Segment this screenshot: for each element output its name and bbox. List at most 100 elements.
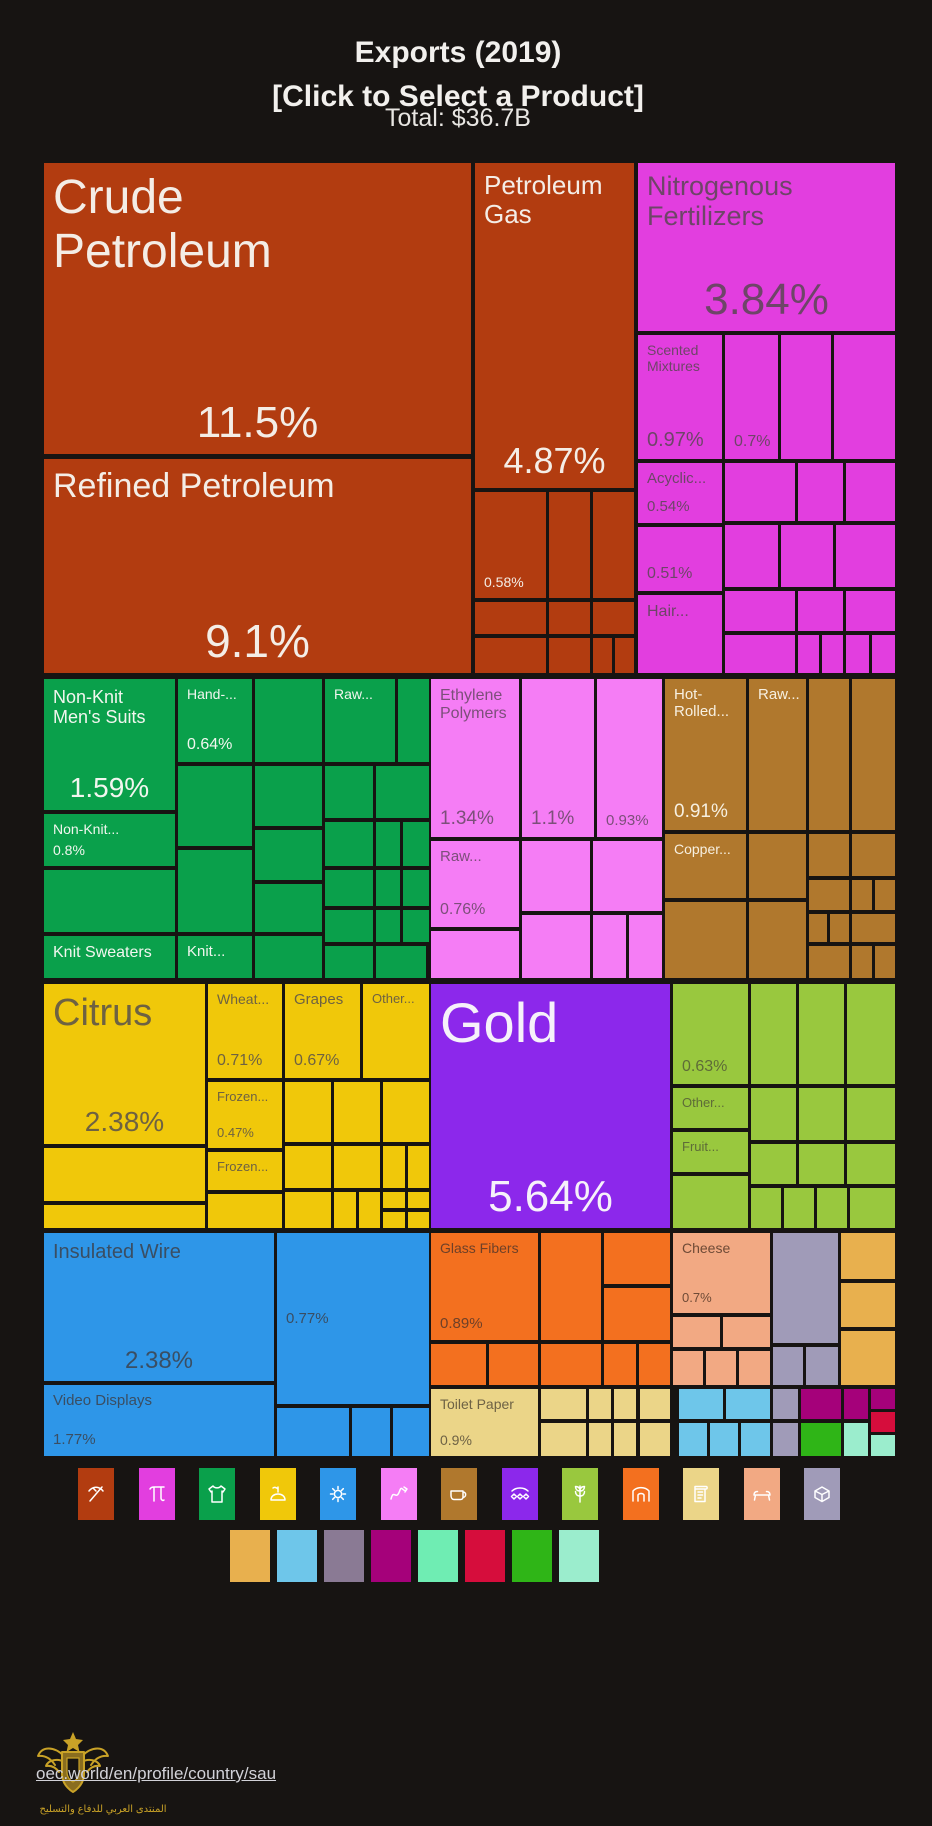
treemap-cell[interactable]	[334, 1192, 356, 1228]
treemap-cell[interactable]	[871, 1389, 895, 1409]
hair-cell[interactable]: Hair...	[638, 595, 722, 673]
treemap-cell[interactable]	[801, 1389, 841, 1419]
treemap-cell[interactable]	[773, 1347, 803, 1385]
treemap-cell[interactable]	[475, 602, 546, 634]
wheat-cell[interactable]: Wheat... 0.71%	[208, 984, 282, 1078]
video-displays-cell[interactable]: Video Displays 1.77%	[44, 1385, 274, 1456]
treemap-cell[interactable]	[739, 1351, 770, 1385]
treemap-cell[interactable]	[325, 766, 373, 818]
treemap-cell[interactable]	[725, 635, 795, 673]
treemap-cell[interactable]	[852, 914, 895, 942]
treemap-cell[interactable]	[325, 946, 373, 978]
treemap-cell[interactable]	[725, 525, 778, 587]
cell-0-51[interactable]: 0.51%	[638, 527, 722, 591]
knit-sweaters-cell[interactable]: Knit Sweaters	[44, 936, 175, 978]
ethylene-polymers-cell[interactable]: Ethylene Polymers 1.34%	[431, 679, 519, 837]
cell-1-1[interactable]: 1.1%	[522, 679, 594, 837]
treemap-cell[interactable]	[834, 335, 895, 459]
scented-mixtures-cell[interactable]: Scented Mixtures 0.97%	[638, 335, 722, 459]
treemap-cell[interactable]	[408, 1212, 429, 1228]
treemap-cell[interactable]	[376, 766, 429, 818]
treemap-cell[interactable]	[673, 1317, 720, 1347]
citrus-cell[interactable]: Citrus 2.38%	[44, 984, 205, 1144]
treemap-cell[interactable]	[852, 880, 872, 910]
treemap-cell[interactable]	[817, 1188, 847, 1228]
treemap-cell[interactable]	[809, 834, 849, 876]
treemap-cell[interactable]	[741, 1423, 770, 1456]
treemap-cell[interactable]	[673, 1176, 748, 1228]
treemap-cell[interactable]	[604, 1288, 670, 1340]
treemap-cell[interactable]	[208, 1194, 282, 1228]
treemap-cell[interactable]	[871, 1412, 895, 1432]
treemap-cell[interactable]	[383, 1146, 405, 1188]
treemap-cell[interactable]	[799, 1088, 844, 1140]
treemap-cell[interactable]	[475, 638, 546, 673]
hot-rolled-cell[interactable]: Hot- Rolled... 0.91%	[665, 679, 746, 830]
legend-swatch-pot[interactable]	[441, 1468, 477, 1520]
treemap-cell[interactable]	[376, 910, 400, 942]
refined-petroleum-cell[interactable]: Refined Petroleum 9.1%	[44, 459, 471, 673]
treemap-cell[interactable]	[589, 1423, 611, 1456]
treemap-cell[interactable]	[383, 1212, 405, 1228]
raw-cell[interactable]: Raw...	[325, 679, 395, 762]
legend-extra-swatch-4[interactable]	[371, 1530, 411, 1582]
treemap-cell[interactable]	[255, 830, 322, 880]
treemap-cell[interactable]	[334, 1146, 380, 1188]
frozen-cell[interactable]: Frozen...	[208, 1152, 282, 1190]
treemap-cell[interactable]	[285, 1146, 331, 1188]
treemap-cell[interactable]	[549, 492, 590, 598]
treemap-cell[interactable]	[847, 1088, 895, 1140]
treemap-cell[interactable]	[44, 1205, 205, 1228]
treemap-cell[interactable]	[408, 1146, 429, 1188]
legend-swatch-arch[interactable]	[623, 1468, 659, 1520]
treemap-cell[interactable]	[725, 463, 795, 521]
treemap-cell[interactable]	[773, 1423, 798, 1456]
treemap-cell[interactable]	[352, 1408, 390, 1456]
legend-swatch-shirt[interactable]	[199, 1468, 235, 1520]
copper-cell[interactable]: Copper...	[665, 834, 746, 898]
treemap-cell[interactable]	[255, 679, 322, 762]
treemap-cell[interactable]	[604, 1344, 636, 1385]
treemap-cell[interactable]	[541, 1423, 586, 1456]
treemap-cell[interactable]	[847, 1144, 895, 1184]
petroleum-gas-cell[interactable]: Petroleum Gas 4.87%	[475, 163, 634, 488]
treemap-cell[interactable]	[809, 914, 827, 942]
treemap-cell[interactable]	[615, 638, 634, 673]
legend-swatch-basket[interactable]	[804, 1468, 840, 1520]
treemap-cell[interactable]	[640, 1389, 670, 1419]
treemap-cell[interactable]	[822, 635, 843, 673]
gold-cell[interactable]: Gold 5.64%	[431, 984, 670, 1228]
treemap-cell[interactable]	[431, 931, 519, 978]
treemap-cell[interactable]	[614, 1423, 636, 1456]
treemap-cell[interactable]	[751, 984, 796, 1084]
treemap-cell[interactable]	[178, 850, 252, 932]
legend-swatch-gear[interactable]	[320, 1468, 356, 1520]
treemap-cell[interactable]	[850, 1188, 895, 1228]
treemap-cell[interactable]	[549, 602, 590, 634]
treemap-cell[interactable]	[403, 822, 429, 866]
treemap-cell[interactable]	[841, 1331, 895, 1385]
treemap-cell[interactable]	[359, 1192, 380, 1228]
treemap-cell[interactable]	[852, 946, 872, 978]
legend-swatch-plant[interactable]	[260, 1468, 296, 1520]
treemap-cell[interactable]	[749, 834, 806, 898]
treemap-cell[interactable]	[852, 834, 895, 876]
treemap-cell[interactable]	[749, 902, 806, 978]
cell-0-93[interactable]: 0.93%	[597, 679, 662, 837]
treemap-cell[interactable]	[781, 525, 833, 587]
treemap-cell[interactable]	[665, 902, 746, 978]
treemap-cell[interactable]	[393, 1408, 429, 1456]
treemap-cell[interactable]	[809, 946, 849, 978]
raw-cell[interactable]: Raw...	[749, 679, 806, 830]
legend-swatch-scroll[interactable]	[683, 1468, 719, 1520]
legend-swatch-wheat[interactable]	[562, 1468, 598, 1520]
other-cell[interactable]: Other...	[363, 984, 429, 1078]
profile-url-link[interactable]: oec.world/en/profile/country/sau	[36, 1764, 277, 1783]
treemap-cell[interactable]	[376, 946, 426, 978]
treemap-cell[interactable]	[604, 1233, 670, 1284]
treemap-cell[interactable]	[809, 880, 849, 910]
treemap-cell[interactable]	[255, 766, 322, 826]
treemap-cell[interactable]	[841, 1283, 895, 1327]
hand-cell[interactable]: Hand-... 0.64%	[178, 679, 252, 762]
treemap-cell[interactable]	[285, 1082, 331, 1142]
